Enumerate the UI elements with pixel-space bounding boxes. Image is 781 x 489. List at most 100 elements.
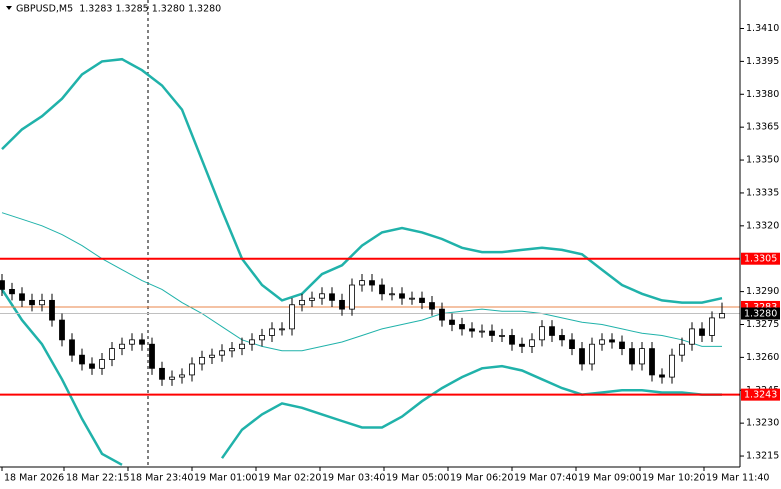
candle-body — [679, 343, 685, 356]
candle-body — [149, 343, 155, 369]
candle-body — [699, 328, 705, 336]
candle-body — [269, 328, 275, 336]
candle-body — [389, 293, 395, 296]
candle-body — [279, 328, 285, 331]
candle-body — [319, 293, 325, 299]
band-line — [0, 288, 123, 466]
x-tick-label: 19 Mar 10:20 — [642, 473, 705, 484]
x-tick-label: 18 Mar 23:40 — [130, 473, 193, 484]
candle-body — [619, 341, 625, 350]
candle-body — [519, 343, 525, 347]
candle-body — [119, 343, 125, 350]
candle-body — [589, 343, 595, 365]
candle-body — [709, 317, 715, 336]
candle-body — [489, 330, 495, 336]
candle-body — [289, 304, 295, 330]
price-level-label: 1.3283 — [744, 302, 777, 313]
candle-body — [609, 339, 615, 343]
price-level-label: 1.3280 — [744, 309, 777, 320]
candle-body — [299, 299, 305, 306]
candle-body — [169, 376, 175, 380]
candle-body — [399, 293, 405, 299]
y-tick-label: 1.3350 — [746, 155, 779, 166]
candle-body — [19, 293, 25, 301]
candle-body — [649, 348, 655, 376]
y-tick-label: 1.3275 — [746, 319, 779, 330]
candle-body — [159, 367, 165, 380]
candle-body — [49, 299, 55, 321]
candle-body — [309, 297, 315, 301]
candle-body — [629, 348, 635, 365]
x-tick-label: 18 Mar 22:15 — [66, 473, 129, 484]
y-tick-label: 1.3410 — [746, 23, 779, 34]
candle-body — [429, 302, 435, 310]
candle-body — [79, 354, 85, 365]
y-tick-label: 1.3365 — [746, 122, 779, 133]
candle-body — [329, 293, 335, 301]
price-level-label: 1.3305 — [744, 254, 777, 265]
candle-body — [529, 339, 535, 347]
candle-body — [439, 308, 445, 321]
band-line — [1, 212, 722, 352]
candle-body — [199, 356, 205, 365]
x-tick-label: 19 Mar 11:40 — [706, 473, 769, 484]
candle-body — [379, 284, 385, 295]
candle-body — [219, 350, 225, 356]
y-tick-label: 1.3320 — [746, 220, 779, 231]
candle-body — [179, 374, 185, 378]
x-tick-label: 19 Mar 02:20 — [258, 473, 321, 484]
candle-body — [359, 280, 365, 286]
candle-body — [669, 354, 675, 378]
x-tick-label: 19 Mar 07:40 — [514, 473, 577, 484]
candle-body — [509, 335, 515, 345]
price-level-label: 1.3243 — [744, 390, 777, 401]
candle-body — [189, 363, 195, 376]
x-tick-label: 19 Mar 03:40 — [322, 473, 385, 484]
y-tick-label: 1.3335 — [746, 187, 779, 198]
candle-body — [69, 339, 75, 356]
candle-body — [39, 299, 45, 306]
candle-body — [339, 299, 345, 310]
candle-body — [139, 339, 145, 345]
candle-body — [459, 324, 465, 330]
y-tick-label: 1.3290 — [746, 286, 779, 297]
x-tick-label: 19 Mar 06:20 — [450, 473, 513, 484]
candle-body — [689, 328, 695, 345]
candle-body — [449, 319, 455, 325]
candle-body — [419, 297, 425, 303]
candle-body — [109, 348, 115, 360]
plot-area — [0, 0, 740, 467]
x-tick-label: 19 Mar 01:00 — [194, 473, 257, 484]
candle-body — [239, 343, 245, 350]
candle-body — [569, 339, 575, 350]
candle-body — [99, 359, 105, 369]
y-tick-label: 1.3260 — [746, 352, 779, 363]
candle-body — [259, 335, 265, 341]
candle-body — [579, 348, 585, 365]
candle-body — [499, 335, 505, 337]
candle-body — [129, 339, 135, 345]
price-level-box — [741, 307, 780, 320]
candle-body — [659, 374, 665, 378]
candle-body — [249, 339, 255, 345]
candle-body — [369, 280, 375, 286]
candle-body — [89, 363, 95, 369]
band-line — [1, 57, 723, 304]
candle-body — [719, 313, 725, 319]
candle-body — [59, 319, 65, 341]
candle-body — [479, 330, 485, 333]
candle-body — [229, 348, 235, 352]
candle-body — [539, 326, 545, 341]
candle-body — [29, 299, 35, 306]
candle-body — [549, 326, 555, 336]
y-tick-label: 1.3380 — [746, 89, 779, 100]
band-line — [220, 364, 722, 459]
chart-title: GBPUSD,M5 1.3283 1.3285 1.3280 1.3280 — [16, 4, 221, 15]
y-tick-label: 1.3230 — [746, 418, 779, 429]
candle-body — [559, 335, 565, 341]
candle-body — [639, 348, 645, 365]
candle-body — [9, 289, 15, 295]
price-level-box — [741, 252, 780, 265]
